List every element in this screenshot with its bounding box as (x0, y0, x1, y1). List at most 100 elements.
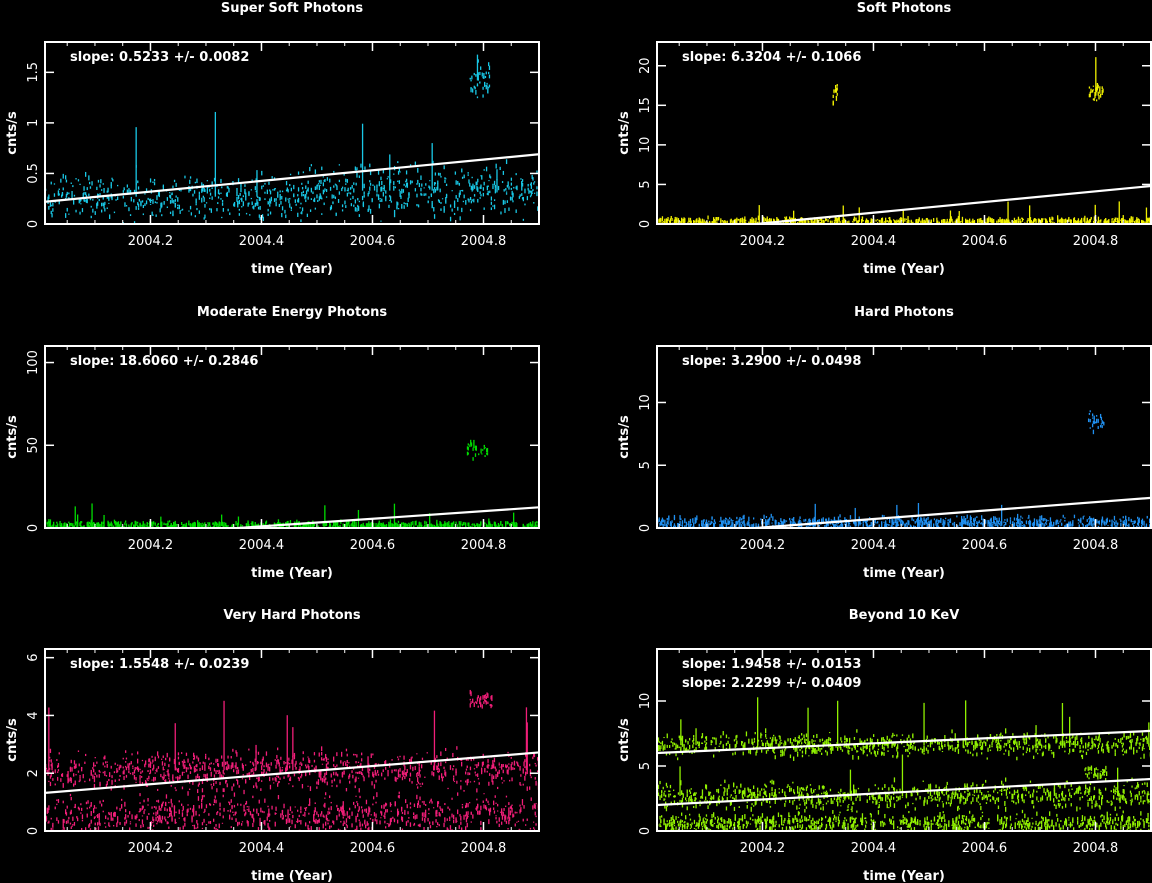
data-point (865, 519, 867, 524)
data-point (72, 823, 74, 826)
data-point (660, 218, 662, 223)
data-point (327, 761, 329, 765)
data-point (1028, 520, 1030, 523)
data-point (141, 776, 143, 778)
data-point (364, 166, 366, 170)
data-point (466, 451, 469, 456)
data-point (181, 208, 184, 211)
data-point (497, 525, 500, 528)
data-point (498, 769, 500, 774)
data-point (681, 524, 684, 528)
data-point (255, 744, 257, 771)
data-point (998, 522, 1000, 525)
data-point (437, 186, 439, 191)
data-point (459, 193, 461, 196)
data-point (930, 519, 932, 522)
data-point (765, 515, 768, 518)
data-point (681, 520, 684, 524)
data-point (926, 219, 928, 223)
data-point (162, 776, 164, 781)
data-point (49, 748, 52, 753)
data-point (1088, 413, 1091, 415)
data-point (715, 217, 717, 220)
data-point (330, 205, 333, 209)
data-point (86, 807, 88, 810)
data-point (341, 204, 344, 208)
data-point (58, 188, 60, 190)
data-point (156, 195, 158, 201)
data-point (323, 778, 325, 782)
data-point (49, 781, 52, 787)
data-point (225, 779, 228, 783)
data-point (404, 773, 406, 775)
data-point (198, 210, 201, 214)
data-point (70, 522, 72, 527)
data-point (196, 768, 198, 772)
data-point (829, 220, 832, 224)
data-point (313, 199, 315, 202)
data-point (309, 770, 311, 776)
data-point (967, 523, 969, 526)
data-point (827, 521, 829, 527)
data-point (473, 194, 476, 197)
data-point (440, 175, 442, 178)
data-point (807, 218, 809, 223)
data-point (808, 220, 810, 224)
data-point (237, 771, 240, 774)
data-point (936, 217, 938, 221)
data-point (137, 203, 140, 208)
data-point (318, 185, 321, 191)
data-point (859, 521, 861, 526)
data-point (379, 200, 381, 202)
data-point (885, 221, 887, 224)
data-point (179, 210, 181, 214)
data-point (1013, 220, 1015, 224)
data-point (511, 777, 513, 782)
data-point (285, 767, 287, 773)
data-point (917, 221, 919, 224)
data-point (227, 763, 229, 769)
data-point (492, 764, 494, 769)
data-point (69, 822, 72, 825)
data-point (399, 755, 401, 758)
data-point (741, 521, 743, 523)
data-point (681, 219, 683, 224)
y-tick-label: 10 (638, 137, 653, 154)
data-point (94, 816, 96, 818)
data-point (217, 196, 220, 199)
data-point (369, 208, 372, 214)
data-point (233, 201, 236, 207)
data-point (279, 777, 281, 780)
data-point (316, 781, 318, 785)
data-point (933, 523, 935, 525)
data-point (428, 185, 430, 189)
y-axis-label: cnts/s (5, 415, 20, 459)
data-point (193, 767, 196, 773)
data-point (299, 207, 301, 209)
data-point (157, 755, 160, 759)
data-point (219, 775, 221, 780)
data-point (699, 220, 701, 224)
data-point (265, 521, 267, 525)
data-point (169, 192, 171, 194)
data-point (938, 520, 940, 523)
data-point (782, 221, 784, 224)
data-point (668, 515, 670, 520)
chart-title: Moderate Energy Photons (197, 305, 388, 320)
data-point (778, 522, 780, 525)
data-point (338, 191, 341, 195)
data-point (350, 523, 352, 526)
data-point (742, 515, 744, 520)
data-point (712, 220, 714, 223)
data-point (1089, 418, 1091, 423)
data-point (758, 205, 760, 222)
data-point (739, 218, 741, 222)
data-point (1016, 219, 1018, 224)
data-point (145, 760, 147, 765)
data-point (80, 521, 82, 525)
data-point (502, 170, 505, 175)
data-point (459, 216, 461, 221)
data-point (393, 181, 395, 185)
data-point (295, 760, 297, 765)
data-point (489, 523, 492, 528)
